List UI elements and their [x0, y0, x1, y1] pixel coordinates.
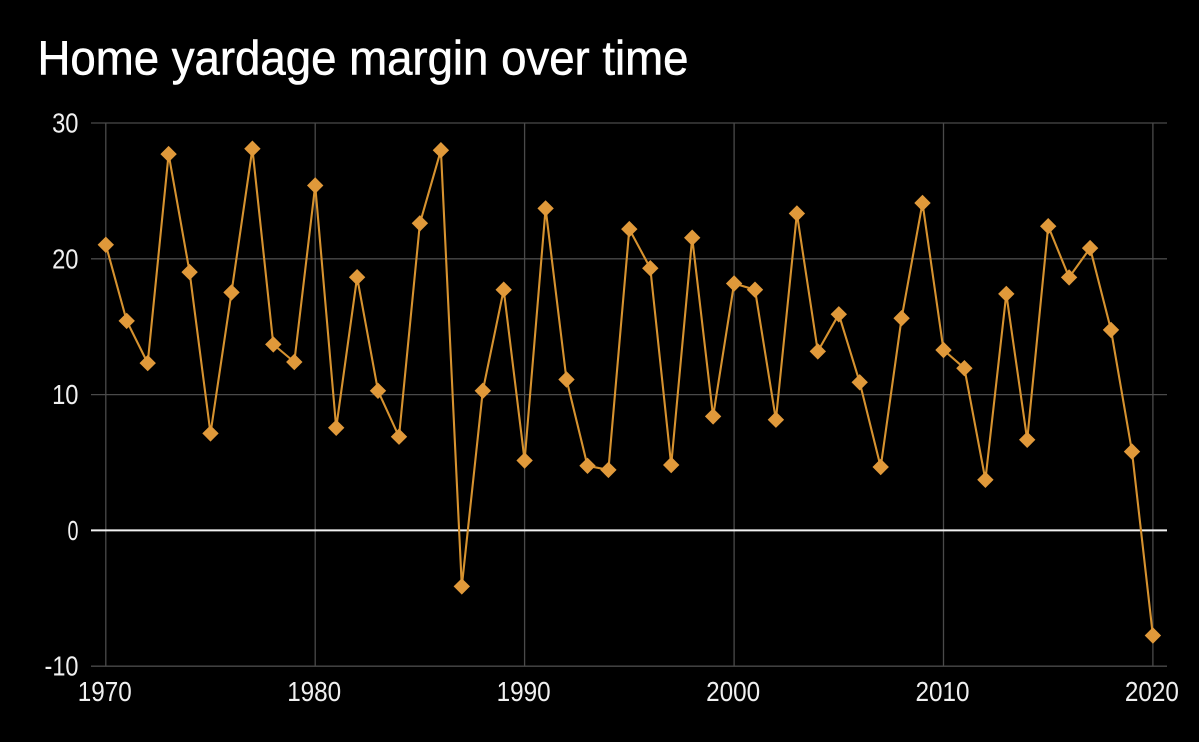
- svg-text:0: 0: [68, 515, 79, 546]
- svg-text:1990: 1990: [497, 676, 551, 707]
- svg-text:2010: 2010: [916, 676, 970, 707]
- svg-text:2020: 2020: [1125, 676, 1179, 707]
- svg-text:20: 20: [52, 243, 78, 274]
- svg-text:2000: 2000: [706, 676, 760, 707]
- svg-text:1980: 1980: [287, 676, 341, 707]
- svg-text:10: 10: [52, 379, 78, 410]
- svg-text:Home yardage margin over time: Home yardage margin over time: [38, 33, 689, 86]
- svg-text:-10: -10: [45, 651, 79, 682]
- svg-text:30: 30: [52, 108, 78, 139]
- svg-text:1970: 1970: [78, 676, 132, 707]
